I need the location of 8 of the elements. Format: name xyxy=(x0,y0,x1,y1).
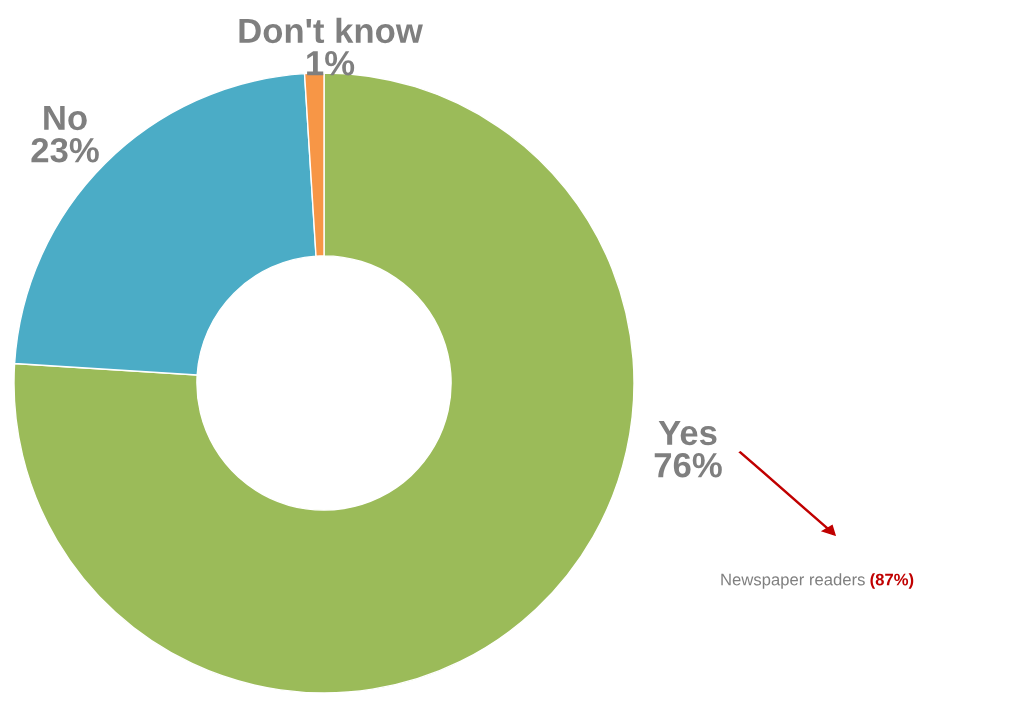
data-label: 1% xyxy=(307,51,355,76)
text: (87%) xyxy=(870,573,914,589)
data-label: 76% xyxy=(654,452,722,478)
slice-label: Yes xyxy=(658,420,717,446)
slice-label: No xyxy=(44,105,87,131)
slice-label: Don't know xyxy=(239,17,423,44)
text: Newspaper readers xyxy=(721,573,865,589)
data-label: 23% xyxy=(31,137,99,163)
